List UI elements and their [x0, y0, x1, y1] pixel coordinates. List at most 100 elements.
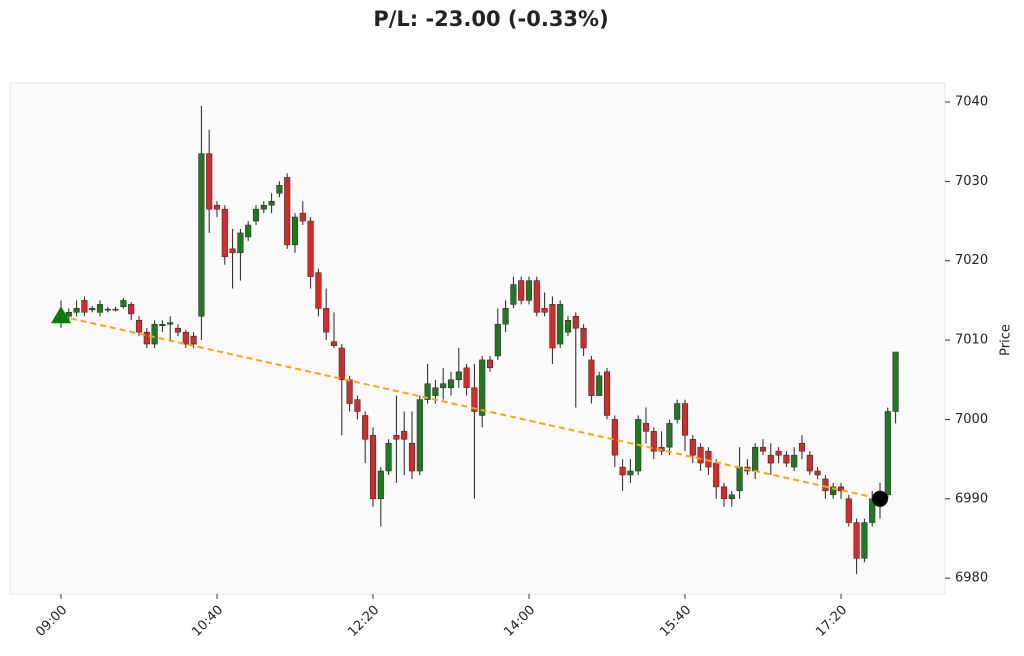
candle-body [518, 280, 525, 301]
candle-body [151, 323, 158, 345]
candle-body [798, 442, 806, 452]
candle-body [845, 498, 852, 523]
candle-body [284, 177, 291, 246]
candle-body [424, 383, 431, 400]
candle-body [650, 431, 657, 452]
candle-body [580, 327, 587, 349]
y-tick-label: 7020 [955, 253, 988, 268]
candle-body [596, 375, 603, 396]
y-tick-label: 6980 [955, 571, 988, 586]
candle-body [814, 470, 821, 476]
candle-body [73, 308, 80, 313]
candle-body [338, 347, 345, 381]
candle-body [830, 486, 837, 496]
candle-body [120, 300, 127, 308]
candle-body [494, 323, 501, 357]
candle-body [549, 304, 556, 349]
candle-body [728, 494, 735, 500]
candle-body [128, 304, 135, 315]
candle-body [401, 431, 408, 440]
candle-body [471, 387, 478, 412]
candle-body [174, 327, 182, 333]
candle-body [892, 351, 899, 412]
candle-body [65, 312, 72, 317]
plot-area [9, 82, 946, 595]
x-tick-label: 10:40 [189, 603, 226, 640]
candle-body [268, 200, 275, 206]
candle-body [642, 423, 650, 432]
candle-body [245, 224, 252, 238]
candle-body [463, 367, 470, 388]
candle-body [229, 248, 236, 254]
candle-body [806, 454, 813, 472]
chart-title: P/L: -23.00 (-0.33%) [373, 7, 608, 31]
candle-body [681, 403, 689, 436]
candle-body [252, 208, 260, 222]
candle-body [408, 442, 416, 472]
candle-body [853, 522, 860, 559]
candle-body [572, 316, 579, 329]
candle-body [736, 466, 743, 492]
candle-body [190, 335, 197, 345]
candle-body [767, 454, 774, 464]
candle-body [237, 232, 244, 254]
candle-body [720, 486, 728, 500]
candle-body [377, 470, 384, 500]
candle-body [135, 320, 143, 333]
candle-body [221, 208, 228, 258]
candle-body [588, 359, 595, 396]
x-tick-label: 17:20 [813, 603, 850, 640]
entry-marker [51, 306, 71, 324]
candle-body [541, 308, 548, 313]
candle-body [393, 435, 400, 440]
candle-body [564, 320, 572, 333]
candle-body [861, 522, 868, 559]
y-tick-label: 7030 [955, 174, 988, 189]
candle-body [112, 308, 119, 311]
candle-body [837, 486, 845, 492]
candle-body [455, 371, 462, 381]
x-tick-label: 15:40 [657, 603, 694, 640]
candle-body [89, 308, 96, 311]
candle-body [525, 280, 533, 301]
x-tick-label: 14:00 [501, 603, 538, 640]
candle-body [81, 300, 88, 313]
candle-body [96, 304, 104, 313]
candle-body [369, 435, 377, 500]
candle-body [432, 387, 439, 396]
candle-body [104, 308, 111, 311]
y-tick-label: 7010 [955, 333, 988, 348]
y-tick-label: 6990 [955, 491, 988, 506]
candle-body [759, 446, 767, 452]
candle-body [884, 411, 891, 496]
candle-body [486, 359, 494, 369]
candle-body [291, 216, 299, 246]
candle-body [276, 185, 283, 194]
candle-body [159, 323, 166, 327]
candle-body [260, 204, 267, 210]
candle-body [666, 423, 673, 448]
y-tick-label: 7040 [955, 95, 988, 110]
candle-body [674, 403, 681, 420]
x-tick-label: 12:20 [345, 603, 382, 640]
candle-body [752, 446, 759, 472]
candle-body [557, 304, 564, 345]
y-tick-label: 7000 [955, 412, 988, 427]
candle-body [385, 442, 392, 472]
candle-body [198, 153, 205, 317]
candle-body [315, 272, 322, 309]
candle-body [362, 415, 369, 440]
candle-body [416, 399, 423, 472]
x-tick-label: 09:00 [33, 603, 70, 640]
candle-body [713, 462, 720, 488]
candle-body [354, 399, 361, 412]
candle-body [330, 341, 338, 346]
candle-body [143, 331, 150, 345]
candle-body [783, 454, 790, 464]
candle-body [447, 379, 455, 388]
candle-body [206, 153, 213, 210]
candle-body [479, 359, 486, 416]
candle-body [167, 322, 174, 325]
candle-body [611, 419, 618, 456]
candle-body [182, 331, 189, 345]
